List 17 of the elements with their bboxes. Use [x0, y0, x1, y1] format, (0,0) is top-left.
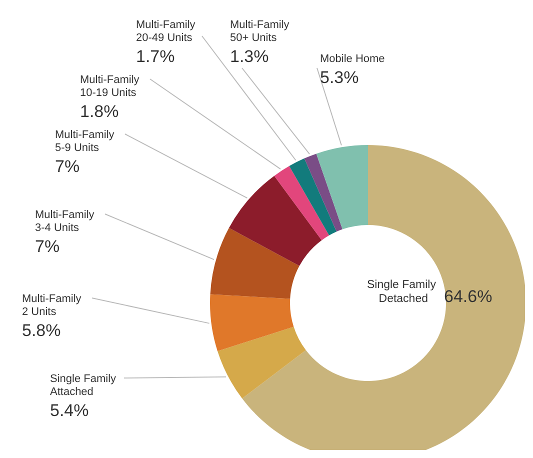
- data-label: 1.3%: [230, 47, 269, 66]
- slice-label: Multi-Family 5-9 Units: [55, 129, 115, 154]
- data-label: 1.7%: [136, 47, 175, 66]
- slice-label: Multi-Family 3-4 Units: [35, 209, 95, 234]
- slice-label: Multi-Family 20-49 Units: [136, 19, 196, 44]
- slice-label: Multi-Family 50+ Units: [230, 19, 290, 44]
- data-label: 1.8%: [80, 102, 119, 121]
- data-label: 5.8%: [22, 321, 61, 340]
- data-label: 5.4%: [50, 401, 89, 420]
- data-label: 7%: [55, 157, 80, 176]
- data-label: 5.3%: [320, 68, 359, 87]
- slice-label: Mobile Home: [320, 53, 385, 65]
- slice-label: Multi-Family 2 Units: [22, 293, 82, 318]
- slice-label: Multi-Family 10-19 Units: [80, 74, 140, 99]
- slice-label: Single Family Detached: [366, 279, 436, 305]
- slice-label: Single Family Attached: [50, 373, 117, 398]
- data-label: 7%: [35, 237, 60, 256]
